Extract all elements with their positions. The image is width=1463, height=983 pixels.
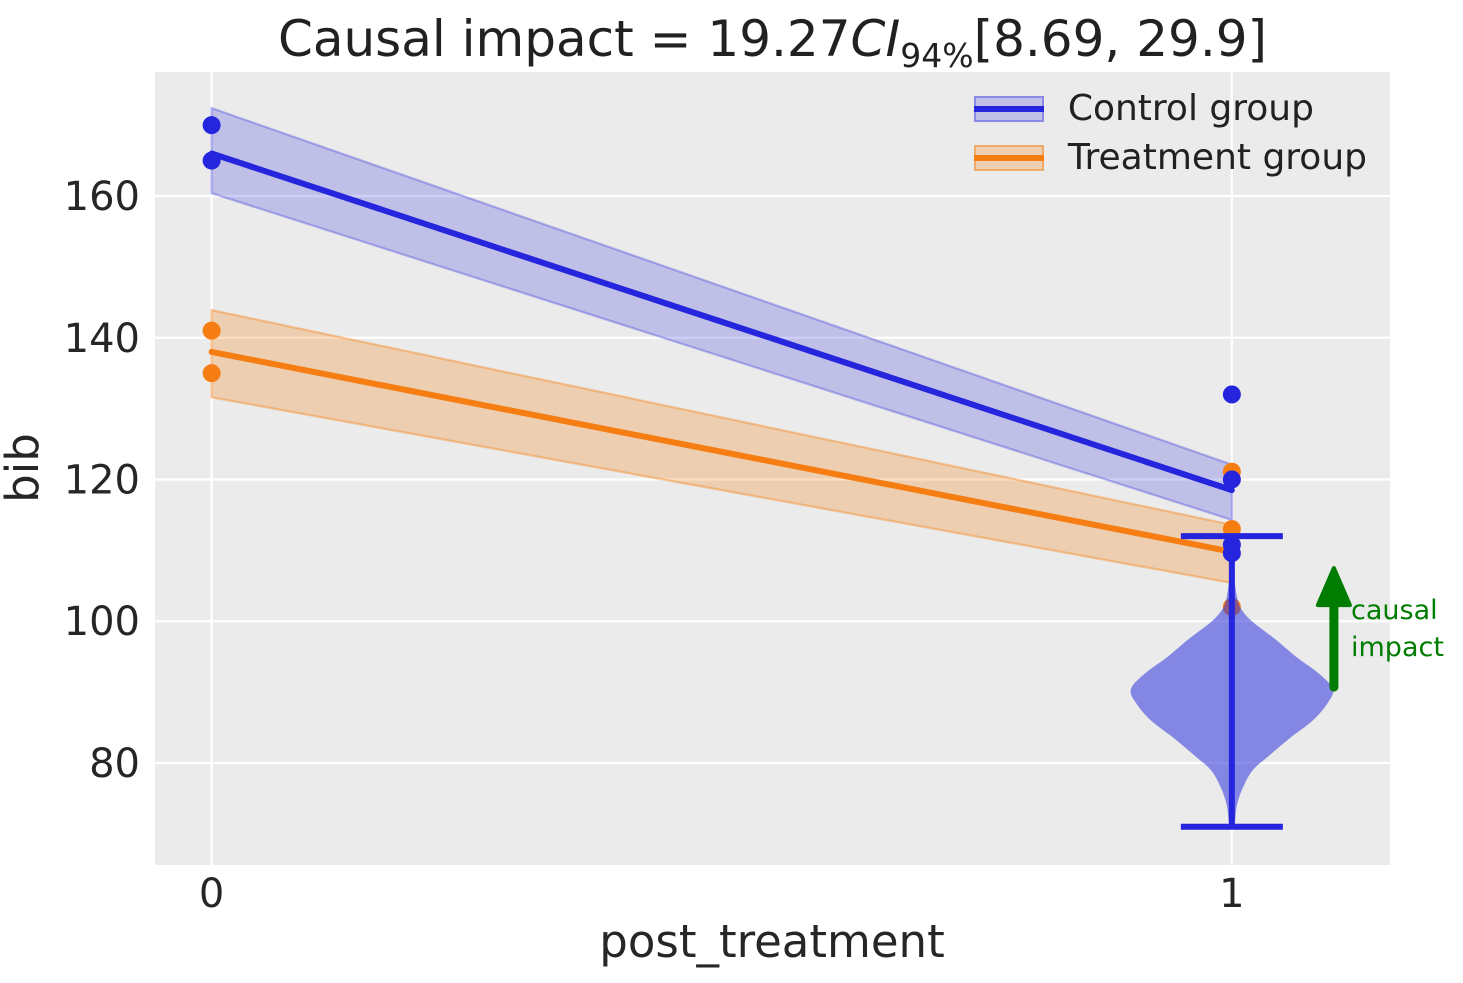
plot-geometry: 80 100 120 140 160 0 1 — [64, 72, 1390, 917]
scatter-point — [202, 364, 221, 383]
legend-line-treatment — [973, 155, 1044, 161]
scatter-point — [1222, 470, 1241, 489]
y-tick-label: 120 — [64, 457, 140, 503]
title-prefix: Causal impact = 19.27 — [277, 10, 851, 68]
y-tick-label: 100 — [64, 599, 140, 645]
scatter-point — [202, 116, 221, 135]
y-tick-label: 80 — [89, 741, 140, 787]
legend-item-treatment: Treatment group — [973, 137, 1367, 178]
y-axis-label: bib — [0, 433, 49, 503]
y-tick-label: 140 — [64, 316, 140, 362]
x-tick-label: 1 — [1219, 871, 1244, 917]
scatter-point — [202, 321, 221, 340]
impact-arrow-head — [1315, 566, 1352, 608]
legend-key-treatment — [973, 145, 1044, 171]
trend-line — [208, 348, 1235, 555]
legend-key-control — [973, 96, 1044, 122]
annotation-text-line2: impact — [1351, 632, 1444, 663]
scatter-point — [202, 151, 221, 170]
annotation-text-line1: causal — [1351, 595, 1438, 626]
scatter-point — [1222, 385, 1241, 404]
x-axis-label: post_treatment — [599, 915, 944, 968]
title-interval: [8.69, 29.9] — [973, 10, 1268, 68]
legend-item-control: Control group — [973, 88, 1367, 129]
legend: Control group Treatment group — [973, 88, 1367, 178]
chart-title: Causal impact = 19.27CI94%[8.69, 29.9] — [155, 10, 1390, 75]
legend-label-treatment: Treatment group — [1067, 137, 1367, 178]
legend-line-control — [973, 106, 1044, 112]
trend-line — [208, 150, 1235, 494]
y-tick-label: 160 — [64, 174, 140, 220]
title-subscript: 94% — [900, 36, 974, 75]
x-tick-label: 0 — [199, 871, 224, 917]
title-ci: CI — [850, 10, 901, 68]
legend-label-control: Control group — [1067, 88, 1314, 129]
